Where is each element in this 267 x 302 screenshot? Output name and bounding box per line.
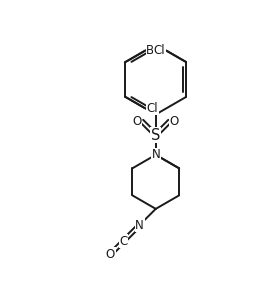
Text: O: O — [106, 248, 115, 261]
Text: C: C — [119, 235, 128, 248]
Text: N: N — [151, 148, 160, 161]
Text: Br: Br — [146, 44, 159, 57]
Text: O: O — [133, 115, 142, 128]
Text: O: O — [170, 115, 179, 128]
Text: Cl: Cl — [154, 44, 165, 57]
Text: Cl: Cl — [146, 101, 158, 114]
Text: S: S — [151, 128, 160, 143]
Text: N: N — [135, 219, 144, 232]
